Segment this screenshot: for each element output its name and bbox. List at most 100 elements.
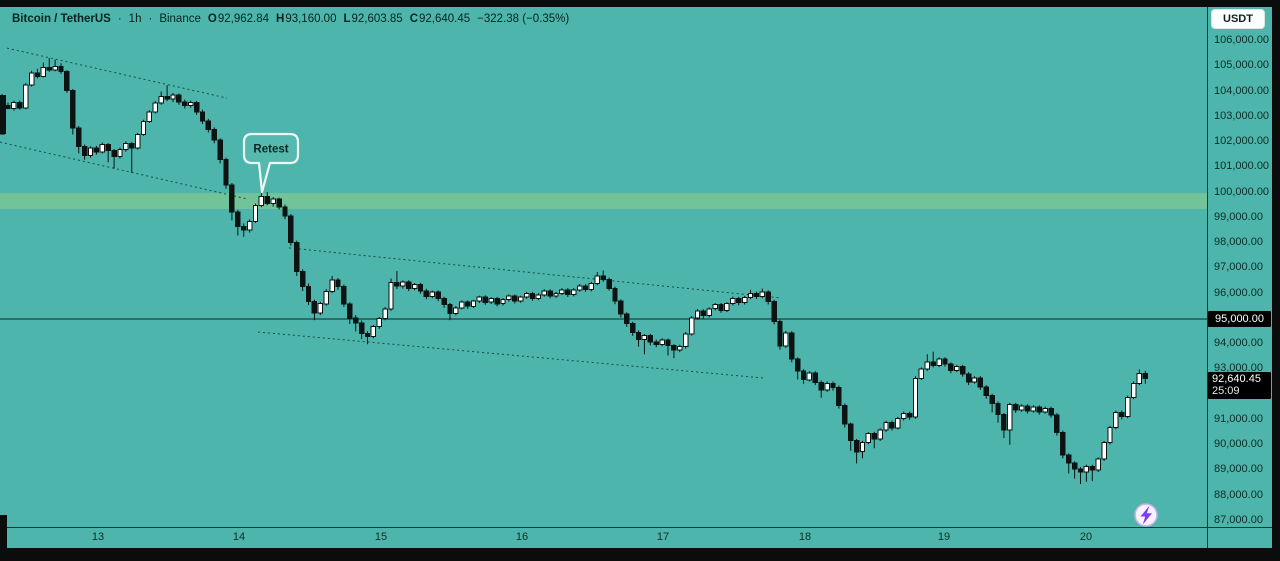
candle bbox=[806, 371, 813, 382]
candle bbox=[659, 338, 665, 347]
candle bbox=[246, 219, 253, 233]
candle bbox=[824, 381, 830, 392]
candle bbox=[288, 214, 294, 246]
candle bbox=[376, 316, 383, 329]
price-tick-label: 94,000.00 bbox=[1214, 337, 1263, 350]
price-tick-label: 101,000.00 bbox=[1214, 160, 1270, 173]
ohlc-low: L 92,603.85 bbox=[343, 13, 403, 25]
candle bbox=[1007, 402, 1013, 445]
candle bbox=[323, 289, 329, 306]
candle bbox=[423, 288, 430, 300]
open-value: 92,962.84 bbox=[217, 13, 269, 25]
candle bbox=[582, 284, 589, 292]
candle bbox=[40, 62, 47, 78]
right-frame-bar bbox=[1272, 0, 1280, 561]
candle bbox=[965, 372, 972, 386]
candle bbox=[759, 288, 765, 299]
candle bbox=[853, 438, 860, 464]
candle bbox=[129, 142, 135, 173]
candle bbox=[818, 380, 824, 398]
candle bbox=[618, 299, 624, 318]
candle bbox=[140, 119, 147, 136]
candle bbox=[182, 99, 188, 109]
candle bbox=[170, 92, 176, 103]
last-price-badge: 92,640.45 25:09 bbox=[1208, 371, 1271, 399]
interval-value[interactable]: 1h bbox=[128, 13, 142, 25]
candle bbox=[1024, 404, 1031, 414]
candle bbox=[895, 416, 901, 430]
candle bbox=[724, 302, 730, 313]
candle bbox=[341, 284, 347, 307]
chart-background bbox=[0, 7, 1272, 548]
price-tick-label: 89,000.00 bbox=[1214, 463, 1263, 476]
candle bbox=[488, 297, 494, 304]
candle bbox=[205, 118, 212, 133]
candle bbox=[52, 59, 58, 72]
channel-trendlines[interactable] bbox=[0, 47, 781, 379]
candle bbox=[624, 312, 630, 327]
candle bbox=[70, 89, 76, 135]
candle bbox=[447, 303, 453, 321]
candle bbox=[983, 385, 989, 399]
candlestick-series bbox=[0, 58, 1148, 485]
candle bbox=[329, 275, 335, 294]
candle bbox=[270, 197, 276, 207]
time-tick-label: 16 bbox=[515, 531, 529, 543]
exchange-name: Binance bbox=[159, 13, 201, 25]
candle bbox=[81, 144, 88, 160]
candle bbox=[211, 127, 217, 144]
candle bbox=[164, 85, 170, 102]
candle bbox=[1077, 467, 1084, 485]
candle bbox=[971, 376, 978, 384]
price-tick-label: 102,000.00 bbox=[1214, 135, 1270, 148]
candle bbox=[217, 138, 223, 164]
candle bbox=[836, 385, 842, 409]
time-axis[interactable]: 13 14 15 16 17 18 19 20 bbox=[0, 527, 1272, 548]
candle bbox=[541, 289, 547, 297]
candle bbox=[146, 110, 153, 123]
ohlc-close: C 92,640.45 bbox=[409, 13, 471, 25]
candle bbox=[435, 290, 441, 302]
price-tick-label: 99,000.00 bbox=[1214, 210, 1263, 223]
candle bbox=[411, 283, 418, 291]
level-price-badge: 95,000.00 bbox=[1208, 310, 1271, 327]
candle bbox=[924, 354, 930, 371]
price-tick-label: 90,000.00 bbox=[1214, 438, 1263, 451]
candle bbox=[612, 286, 618, 305]
candle bbox=[706, 307, 712, 318]
candle bbox=[506, 294, 512, 302]
price-axis[interactable]: 106,000.00 105,000.00 104,000.00 103,000.00… bbox=[1207, 7, 1272, 548]
candle bbox=[789, 331, 795, 363]
lightning-badge[interactable] bbox=[1134, 503, 1158, 527]
candle bbox=[736, 296, 742, 306]
candle bbox=[453, 306, 459, 316]
candle bbox=[417, 282, 424, 294]
currency-toggle-button[interactable]: USDT bbox=[1211, 9, 1265, 29]
candle bbox=[1113, 410, 1119, 430]
candle bbox=[989, 393, 995, 413]
candle bbox=[353, 315, 359, 332]
candle bbox=[1083, 464, 1090, 482]
candle bbox=[1066, 453, 1072, 474]
candle bbox=[46, 58, 52, 72]
candle bbox=[1054, 413, 1060, 436]
candle bbox=[99, 142, 105, 154]
candle bbox=[1036, 405, 1042, 415]
candle bbox=[1130, 381, 1137, 400]
symbol-name[interactable]: Bitcoin / TetherUS bbox=[12, 13, 111, 25]
retest-zone-band[interactable] bbox=[0, 193, 1207, 209]
bottom-left-notch bbox=[0, 515, 7, 548]
candle bbox=[188, 100, 194, 108]
candle bbox=[58, 63, 64, 74]
candle bbox=[830, 381, 836, 391]
candle bbox=[518, 295, 524, 303]
candle bbox=[1101, 440, 1107, 461]
candle bbox=[1142, 370, 1148, 384]
candle bbox=[388, 278, 394, 311]
retest-bubble-shape bbox=[242, 132, 300, 194]
candle bbox=[665, 338, 671, 356]
price-tick-label: 98,000.00 bbox=[1214, 236, 1263, 249]
retest-callout[interactable]: Retest bbox=[242, 132, 300, 194]
